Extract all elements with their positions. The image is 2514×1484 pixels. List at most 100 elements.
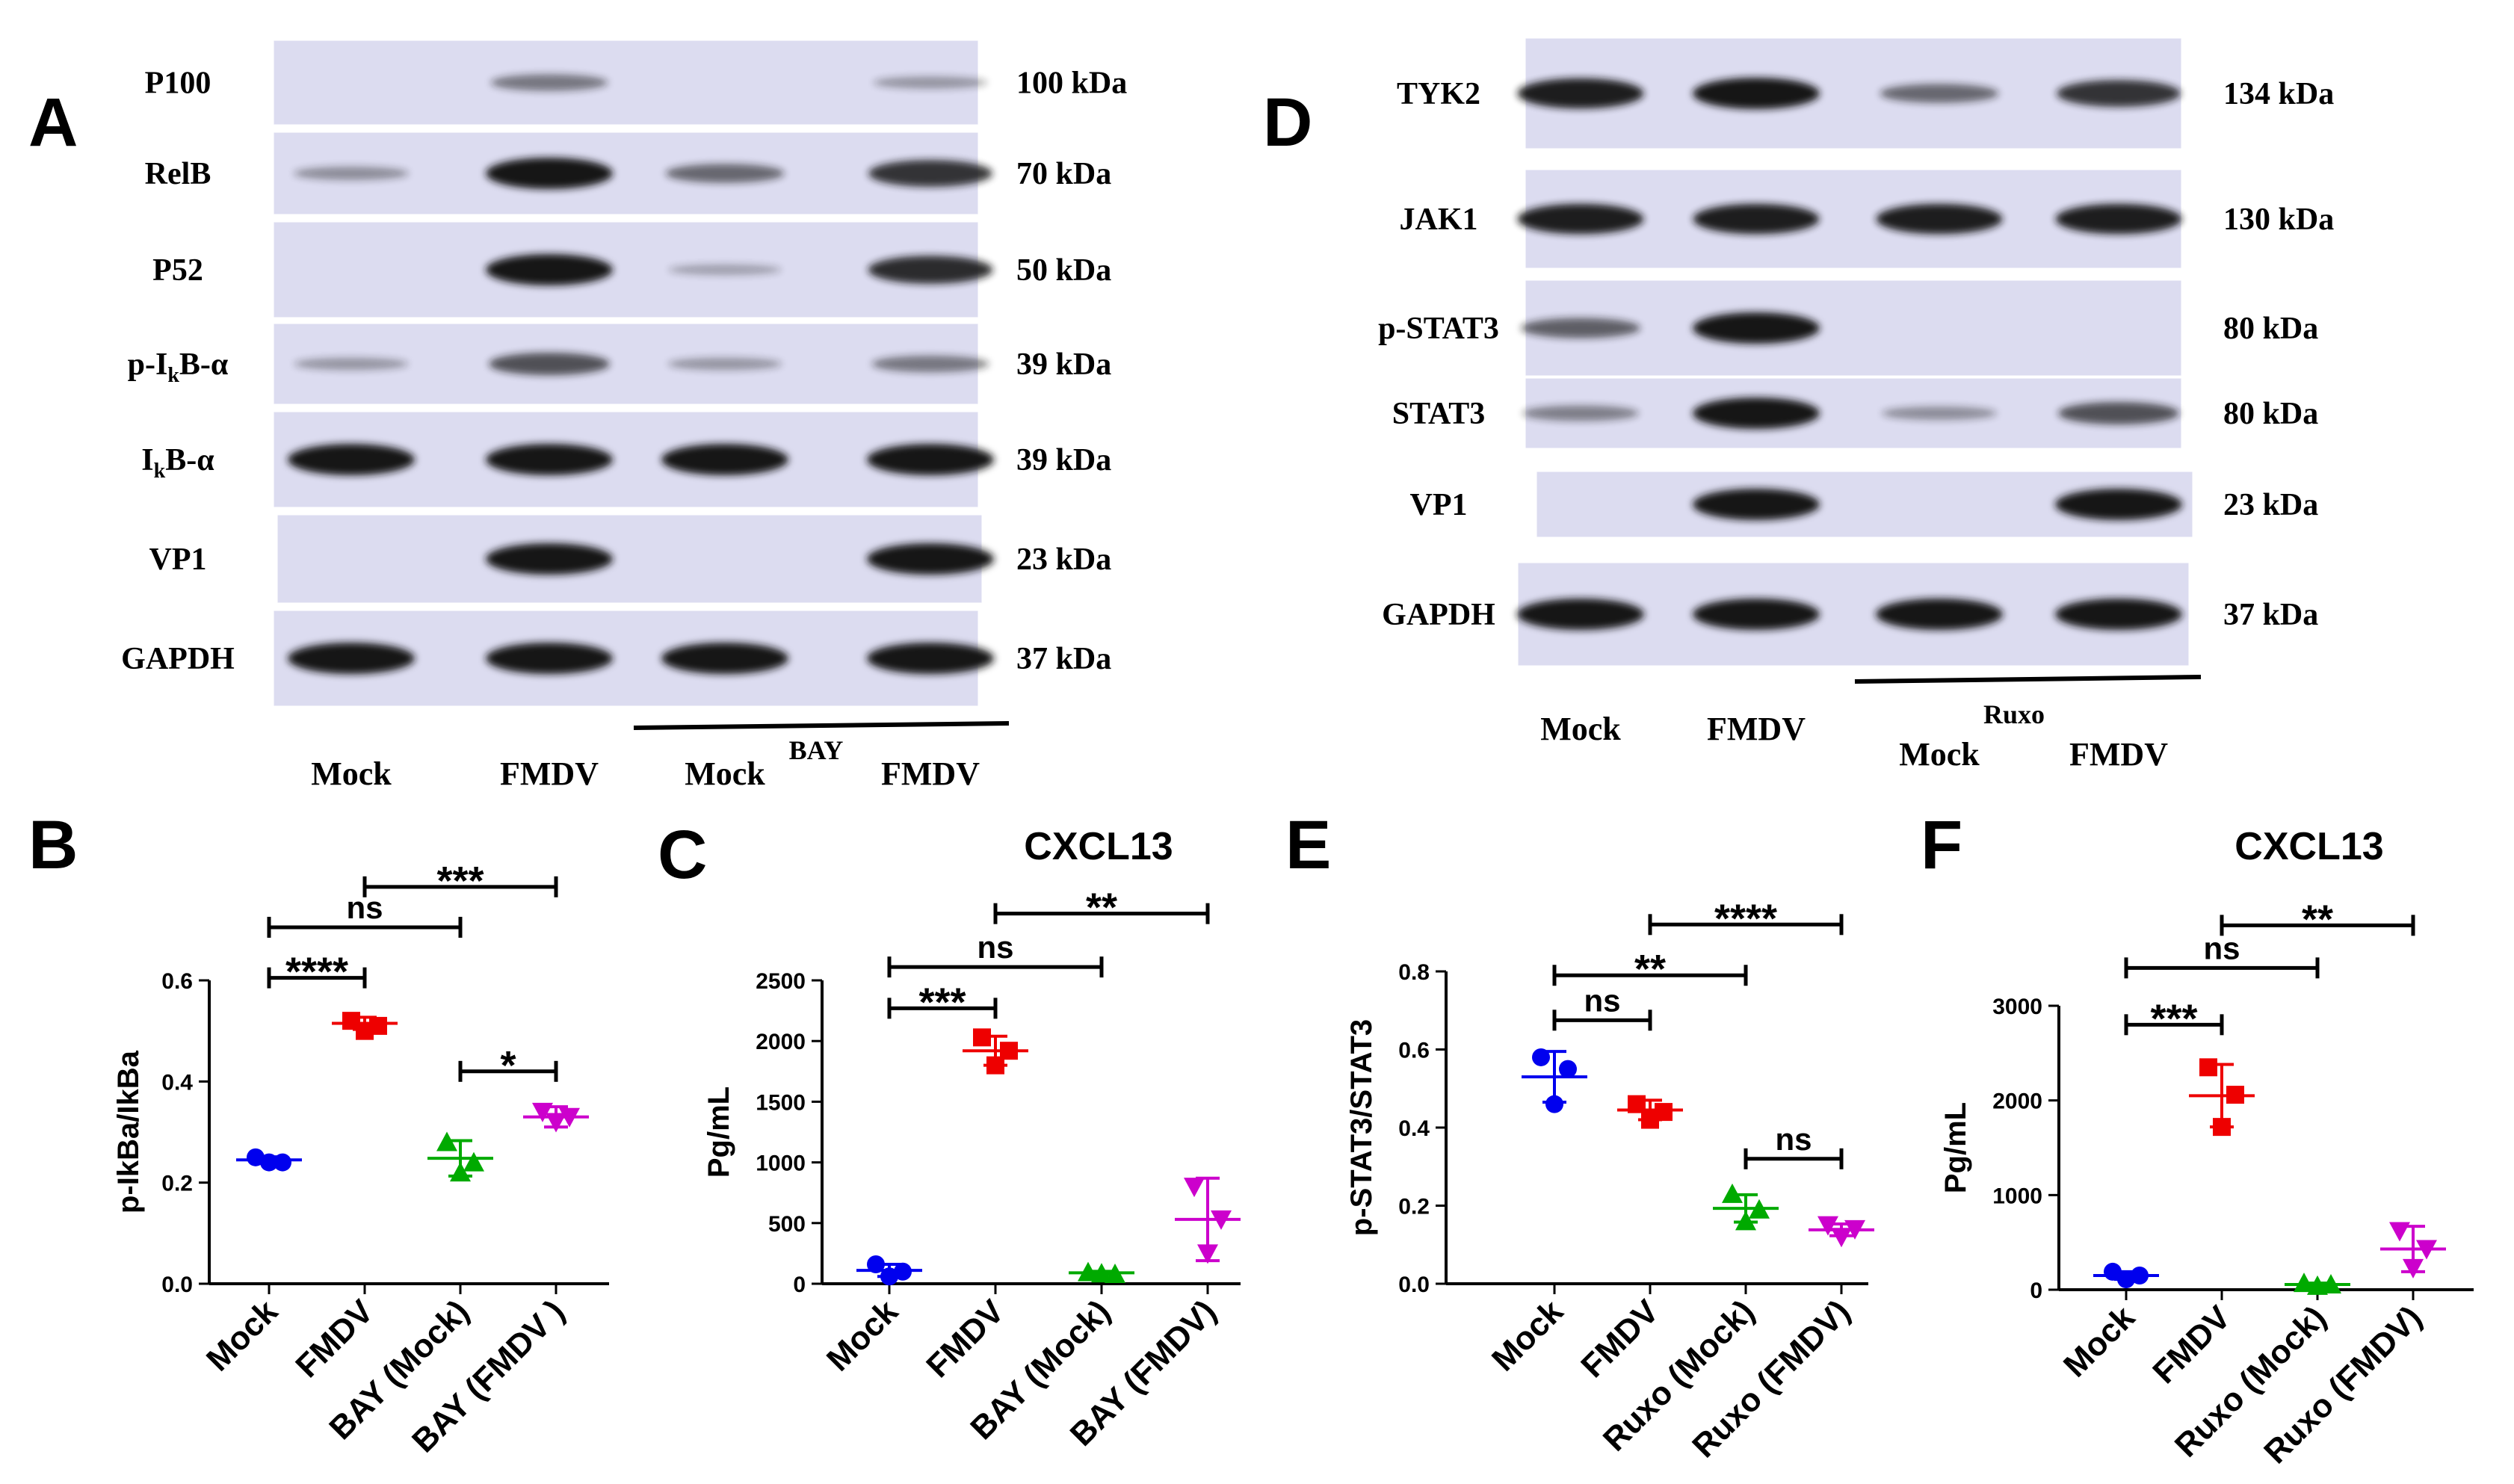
y-tick-label: 1000 — [1992, 1184, 2042, 1208]
data-point — [1532, 1048, 1550, 1066]
panel-label-a: A — [28, 84, 78, 161]
significance-label: ** — [1634, 947, 1666, 992]
protein-label: GAPDH — [1382, 598, 1495, 632]
blot-band — [871, 355, 989, 373]
data-point — [1817, 1216, 1838, 1236]
molecular-weight-label: 80 kDa — [2223, 397, 2318, 431]
data-point — [2416, 1240, 2437, 1260]
blot-band — [288, 444, 415, 475]
blot-band — [2055, 203, 2182, 235]
significance-label: ** — [2302, 897, 2333, 942]
blot-band — [873, 76, 988, 89]
blot-band — [1517, 78, 1644, 109]
lane-label: Mock — [685, 755, 765, 792]
y-tick-label: 1500 — [756, 1090, 806, 1115]
x-tick-label: Mock — [200, 1293, 285, 1379]
x-tick-label: Mock — [2057, 1299, 2143, 1385]
data-point — [1641, 1110, 1659, 1129]
data-point — [559, 1107, 580, 1128]
western-blot-a: P100 100 kDa RelB 70 kDa P52 50 kDa p-IkB-α 39 … — [121, 38, 1127, 792]
blot-band — [868, 160, 992, 187]
significance-label: **** — [285, 950, 348, 995]
protein-label: VP1 — [149, 542, 207, 577]
blot-band — [1521, 318, 1640, 338]
panel-label-e: E — [1285, 807, 1331, 883]
data-point — [1105, 1264, 1125, 1284]
blot-band — [667, 357, 782, 371]
blot-band — [490, 74, 608, 91]
treatment-label: Ruxo — [1983, 699, 2045, 729]
molecular-weight-label: 50 kDa — [1016, 253, 1111, 288]
y-tick-label: 0.2 — [1398, 1195, 1430, 1219]
x-tick-label: Mock — [820, 1293, 906, 1379]
protein-label: TYK2 — [1397, 77, 1480, 111]
y-tick-label: 0.2 — [161, 1172, 193, 1196]
x-tick-label: Mock — [1485, 1293, 1571, 1379]
data-point — [2199, 1058, 2217, 1077]
blot-band — [868, 256, 993, 284]
blot-band — [1876, 203, 2003, 235]
blot-band — [1880, 84, 1999, 103]
data-point — [1628, 1095, 1646, 1113]
data-point — [880, 1267, 898, 1286]
blot-band — [1517, 203, 1644, 235]
data-point — [1078, 1261, 1099, 1282]
data-point — [463, 1151, 484, 1172]
blot-band — [1517, 599, 1644, 630]
data-point — [1735, 1211, 1756, 1231]
blot-band — [486, 158, 613, 189]
blot-band — [486, 643, 613, 674]
molecular-weight-label: 130 kDa — [2223, 202, 2334, 237]
blot-band — [867, 543, 994, 575]
data-point — [260, 1153, 278, 1172]
blot-band — [486, 444, 613, 475]
y-tick-label: 2000 — [756, 1030, 806, 1054]
treatment-label: BAY — [789, 735, 844, 765]
blot-band — [867, 444, 994, 475]
blot-band — [1876, 599, 2003, 630]
data-point — [1184, 1178, 1205, 1198]
blot-band — [1693, 599, 1820, 630]
protein-label: P52 — [152, 253, 203, 288]
blot-band — [2057, 80, 2181, 107]
protein-label: IkB-α — [141, 443, 214, 483]
y-tick-label: 0.4 — [1398, 1116, 1430, 1141]
significance-label: ** — [1086, 885, 1117, 930]
y-tick-label: 0.4 — [161, 1070, 193, 1095]
x-tick-label: FMDV — [288, 1293, 380, 1385]
data-point — [356, 1021, 374, 1040]
data-point — [1559, 1060, 1577, 1078]
data-point — [2320, 1274, 2341, 1294]
blot-strip — [275, 513, 984, 605]
y-tick-label: 1000 — [756, 1151, 806, 1176]
data-point — [274, 1153, 291, 1172]
data-point — [532, 1102, 553, 1122]
panel-label-d: D — [1263, 84, 1312, 161]
lane-label: FMDV — [1707, 711, 1806, 747]
data-point — [973, 1028, 991, 1047]
blot-band — [1522, 405, 1639, 421]
y-tick-label: 3000 — [1992, 995, 2042, 1019]
blot-band — [2055, 489, 2182, 520]
lane-label: FMDV — [2069, 736, 2168, 773]
molecular-weight-label: 134 kDa — [2223, 77, 2334, 111]
data-point — [2131, 1267, 2149, 1284]
molecular-weight-label: 23 kDa — [1016, 542, 1111, 577]
significance-label: *** — [918, 980, 966, 1024]
y-tick-label: 0.8 — [1398, 960, 1430, 985]
panel-label-c: C — [658, 817, 707, 893]
significance-label: * — [500, 1043, 516, 1088]
blot-band — [661, 643, 788, 674]
significance-label: ns — [1584, 983, 1620, 1018]
molecular-weight-label: 23 kDa — [2223, 488, 2318, 522]
data-point — [2117, 1270, 2135, 1289]
molecular-weight-label: 39 kDa — [1016, 347, 1111, 382]
data-point — [2294, 1273, 2314, 1293]
blot-band — [1882, 406, 1997, 420]
y-tick-label: 0.6 — [161, 969, 193, 994]
blot-band — [2055, 599, 2182, 630]
lane-label: FMDV — [500, 755, 599, 792]
